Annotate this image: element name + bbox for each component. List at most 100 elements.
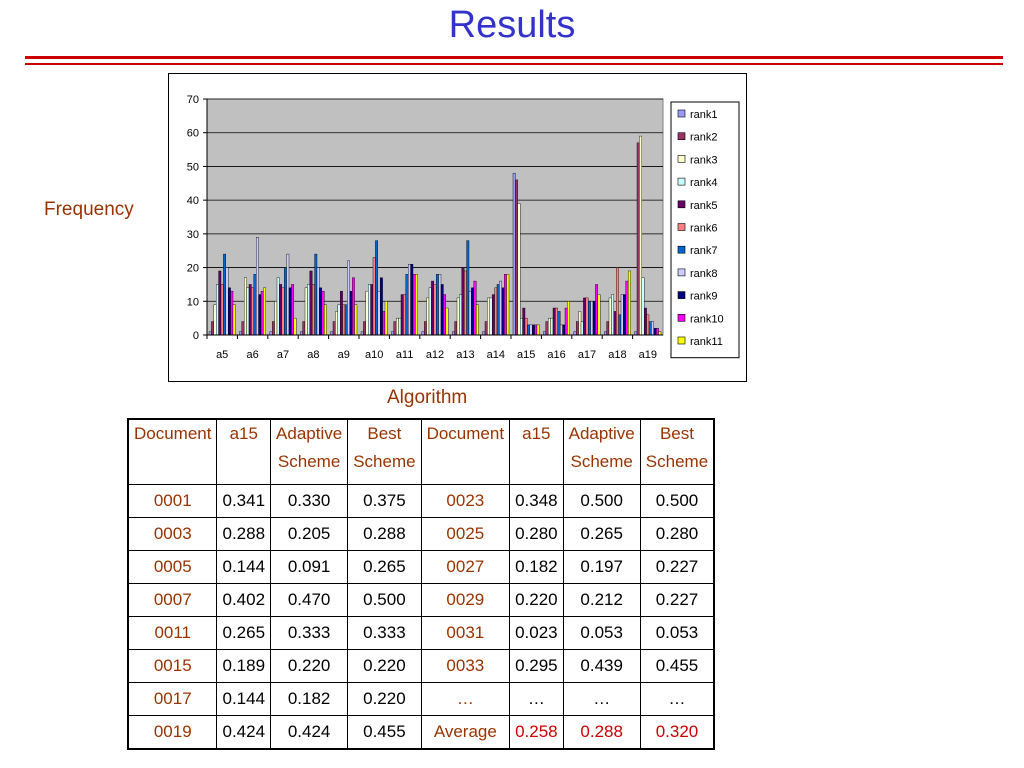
bar-rank10-a7: [291, 284, 295, 336]
document-cell: 0023: [420, 484, 511, 518]
value-cell: 0.197: [562, 550, 641, 584]
bar-rank5-a17: [583, 297, 586, 336]
bar-rank4-a5: [216, 284, 219, 336]
bar-rank7-a19: [648, 321, 652, 336]
header-cell: Best Scheme: [639, 418, 715, 485]
legend-swatch-rank11: [677, 336, 686, 345]
document-cell: 0007: [127, 583, 218, 617]
x-tick-label: a18: [608, 349, 626, 361]
x-axis-title: Algorithm: [387, 387, 468, 408]
bar-rank5-a7: [279, 284, 283, 336]
bar-rank5-a12: [431, 280, 434, 336]
bar-rank8-a5: [225, 267, 229, 336]
bar-rank9-a18: [623, 294, 626, 336]
bar-rank10-a5: [230, 290, 234, 336]
value-cell: 0.258: [509, 715, 564, 750]
header-line: Best: [659, 424, 694, 443]
bar-rank2-a9: [332, 321, 336, 336]
document-cell: 0025: [420, 517, 511, 551]
table-header-row: Document a15 Adaptive Scheme Best Scheme Docum…: [127, 418, 715, 485]
value-cell: 0.320: [639, 715, 715, 750]
legend-swatch-rank2: [677, 132, 686, 141]
bar-rank5-a16: [552, 307, 556, 336]
bar-rank1-a19: [634, 331, 638, 336]
value-cell: 0.182: [270, 682, 349, 716]
bar-rank4-a18: [611, 294, 614, 336]
bar-rank3-a8: [304, 287, 308, 336]
bar-rank10-a14: [504, 274, 507, 336]
bar-rank4-a6: [246, 287, 250, 336]
value-cell: 0.023: [509, 616, 564, 650]
document-cell: 0001: [127, 484, 218, 518]
value-cell: 0.288: [216, 517, 272, 551]
bar-rank4-a16: [550, 317, 554, 336]
table-row: 0001 0.341 0.330 0.375 0023 0.348 0.500 0.500: [127, 484, 715, 518]
bar-rank3-a6: [243, 277, 247, 336]
table-row: 0005 0.144 0.091 0.265 0027 0.182 0.197 0.227: [127, 550, 715, 584]
bar-rank6-a6: [251, 287, 255, 336]
legend-swatch-rank3: [677, 155, 686, 163]
bar-rank5-a11: [400, 294, 404, 336]
legend-label-rank4: rank4: [690, 177, 718, 189]
y-tick-label: 40: [187, 195, 199, 207]
table-row: 0017 0.144 0.182 0.220…………: [127, 682, 715, 716]
bar-rank5-a5: [218, 270, 222, 336]
value-cell: 0.227: [639, 550, 715, 584]
bar-rank5-a14: [492, 294, 495, 336]
bar-rank9-a19: [653, 328, 657, 336]
document-cell: 0033: [420, 649, 511, 683]
bar-rank7-a8: [314, 253, 318, 336]
bar-rank10-a15: [534, 324, 538, 336]
bar-rank6-a11: [403, 294, 406, 336]
bar-rank10-a19: [656, 328, 659, 336]
table-row: 0015 0.189 0.220 0.220 0033 0.295 0.439 0.455: [127, 649, 715, 683]
bar-rank10-a11: [412, 274, 416, 336]
header-cell: Adaptive Scheme: [270, 418, 349, 485]
bar-rank7-a13: [466, 240, 470, 336]
document-cell: 0027: [420, 550, 511, 584]
value-cell: 0.470: [270, 583, 349, 617]
bar-rank11-a6: [263, 287, 267, 336]
bar-rank4-a13: [459, 294, 462, 336]
header-line: a15: [229, 424, 258, 443]
bar-rank7-a6: [253, 274, 257, 336]
header-cell: Adaptive Scheme: [562, 418, 641, 485]
bar-rank7-a16: [557, 311, 561, 336]
value-cell: …: [562, 682, 641, 716]
results-table: Document a15 Adaptive Scheme Best Scheme Docum…: [127, 418, 716, 750]
legend-label-rank3: rank3: [690, 154, 718, 166]
y-tick-label: 10: [187, 296, 199, 308]
bar-rank9-a11: [410, 263, 414, 336]
bar-rank5-a10: [370, 284, 374, 336]
legend-swatch-rank9: [677, 291, 686, 299]
x-tick-label: a17: [578, 349, 596, 361]
value-cell: 0.500: [639, 484, 715, 518]
bar-rank6-a17: [585, 297, 589, 336]
frequency-bar-chart: 0 10 20 30 40 50 60 70 a5 a6 a7 a8 a9 a10 a11 a12 a13 a14…: [187, 94, 740, 361]
bar-rank2-a12: [423, 321, 427, 336]
bar-rank1-a16: [543, 331, 546, 336]
bar-rank3-a12: [426, 297, 430, 336]
title-rule-top: [25, 56, 1003, 59]
bar-rank6-a15: [524, 317, 528, 336]
bar-rank9-a14: [501, 287, 505, 336]
bar-rank3-a10: [365, 290, 369, 336]
y-tick-label: 50: [187, 161, 199, 173]
bar-rank11-a14: [506, 274, 510, 336]
document-cell: 0031: [420, 616, 511, 650]
title-rule-bottom: [25, 63, 1003, 65]
value-cell: 0.333: [270, 616, 349, 650]
value-cell: 0.053: [562, 616, 641, 650]
chart-frame: 0 10 20 30 40 50 60 70 a5 a6 a7 a8 a9 a10 a11 a12 a13 a14…: [168, 73, 747, 382]
bar-rank8-a9: [347, 260, 350, 336]
value-cell: 0.288: [562, 715, 641, 750]
y-tick-label: 20: [187, 263, 199, 275]
bar-rank2-a16: [545, 321, 549, 336]
bar-rank8-a7: [286, 253, 290, 336]
bar-rank5-a19: [644, 307, 647, 336]
value-cell: …: [509, 682, 564, 716]
value-cell: 0.220: [270, 649, 349, 683]
x-tick-label: a7: [277, 349, 289, 361]
bar-rank11-a19: [658, 331, 662, 336]
bar-rank9-a8: [319, 287, 322, 336]
